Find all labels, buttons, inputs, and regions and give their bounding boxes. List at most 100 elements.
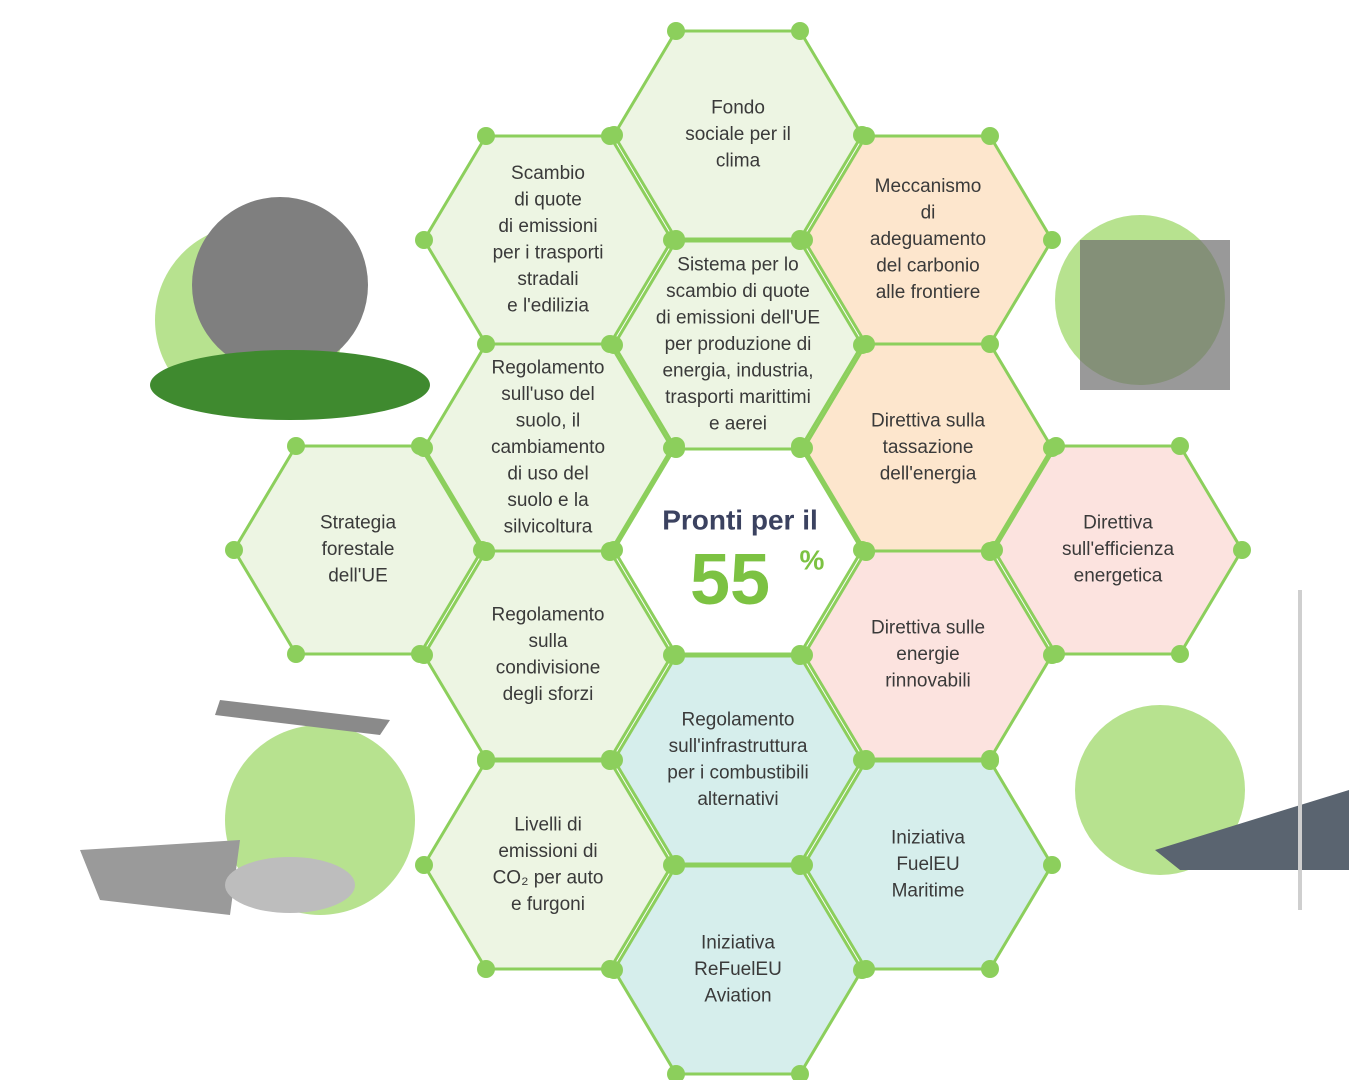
hex-node-dot bbox=[857, 127, 875, 145]
hex-node-dot bbox=[667, 857, 685, 875]
hex-label: energia, industria, bbox=[662, 361, 813, 382]
hex-node-dot bbox=[791, 857, 809, 875]
hex-label: forestale bbox=[322, 539, 395, 560]
hex-node-dot bbox=[477, 335, 495, 353]
hex-node-dot bbox=[791, 232, 809, 250]
hex-node-dot bbox=[1171, 645, 1189, 663]
hex-label: e aerei bbox=[709, 414, 767, 435]
hex-label: cambiamento bbox=[491, 437, 605, 458]
hex-label: Scambio bbox=[511, 163, 585, 184]
center-unit: % bbox=[800, 544, 825, 575]
hex-node-dot bbox=[225, 541, 243, 559]
hex-label: stradali bbox=[517, 269, 578, 290]
hex-label: sull'efficienza bbox=[1062, 539, 1174, 560]
hex-node-dot bbox=[981, 127, 999, 145]
hex-label: e l'edilizia bbox=[507, 295, 589, 316]
hex-label: Maritime bbox=[892, 881, 965, 902]
hex-label: Aviation bbox=[704, 986, 771, 1007]
hex-label: alle frontiere bbox=[876, 282, 981, 303]
hex-node-dot bbox=[857, 752, 875, 770]
hex-node-dot bbox=[415, 856, 433, 874]
hex-label: per i combustibili bbox=[667, 762, 809, 783]
hex-label: Regolamento bbox=[681, 709, 794, 730]
hex-node-dot bbox=[795, 439, 813, 457]
hex-label: silvicoltura bbox=[504, 517, 593, 538]
hex-node-dot bbox=[1233, 541, 1251, 559]
hex-node-dot bbox=[601, 542, 619, 560]
hex-node-dot bbox=[601, 752, 619, 770]
hex-label: alternativi bbox=[697, 789, 778, 810]
center-number: 55 bbox=[690, 540, 770, 620]
hex-label: emissioni di bbox=[498, 841, 597, 862]
hex-label: Fondo bbox=[711, 98, 765, 119]
hex-label: Direttiva sulle bbox=[871, 618, 985, 639]
hex-node-dot bbox=[853, 961, 871, 979]
hex-node-dot bbox=[601, 127, 619, 145]
hex-label: dell'UE bbox=[328, 566, 388, 587]
hex-node-dot bbox=[981, 335, 999, 353]
hex-label: energie bbox=[896, 644, 959, 665]
hex-node-dot bbox=[857, 542, 875, 560]
hex-node-dot bbox=[981, 752, 999, 770]
hex-label: trasporti marittimi bbox=[665, 387, 811, 408]
hex-label: Iniziativa bbox=[701, 933, 775, 954]
hex-node-dot bbox=[791, 22, 809, 40]
hex-node-dot bbox=[667, 22, 685, 40]
hex-label: dell'energia bbox=[880, 464, 977, 485]
hex-label: Iniziativa bbox=[891, 828, 965, 849]
hex-label: Direttiva sulla bbox=[871, 411, 985, 432]
hex-label: di emissioni bbox=[498, 216, 597, 237]
hex-node-dot bbox=[663, 439, 681, 457]
hex-label: rinnovabili bbox=[885, 671, 971, 692]
hex-node-dot bbox=[667, 232, 685, 250]
hex-node-dot bbox=[791, 647, 809, 665]
hex-node-dot bbox=[415, 646, 433, 664]
hex-node-dot bbox=[981, 960, 999, 978]
hex-node-dot bbox=[287, 645, 305, 663]
hex-label: sociale per il bbox=[685, 124, 791, 145]
container-crane bbox=[1080, 240, 1230, 390]
hex-label: Direttiva bbox=[1083, 513, 1153, 534]
hex-label: sull'uso del bbox=[501, 384, 594, 405]
hex-label: Meccanismo bbox=[875, 176, 982, 197]
hex-node-dot bbox=[1043, 856, 1061, 874]
hex-node-dot bbox=[1047, 437, 1065, 455]
hex-label: di quote bbox=[514, 189, 582, 210]
hex-label: ReFuelEU bbox=[694, 959, 782, 980]
hex-label: Regolamento bbox=[491, 604, 604, 625]
globe bbox=[192, 197, 368, 373]
hex-label: suolo e la bbox=[507, 490, 589, 511]
ship bbox=[80, 840, 240, 915]
hex-label: FuelEU bbox=[896, 854, 959, 875]
hex-label: tassazione bbox=[883, 437, 974, 458]
hex-label: sull'infrastruttura bbox=[669, 736, 808, 757]
hex-node-dot bbox=[411, 437, 429, 455]
diagram: Fondosociale per ilclimaScambiodi quoted… bbox=[0, 0, 1349, 1080]
hex-node-dot bbox=[477, 960, 495, 978]
hex-label: CO₂ per auto bbox=[493, 867, 604, 888]
hex-label: Strategia bbox=[320, 513, 396, 534]
hex-label: adeguamento bbox=[870, 229, 986, 250]
hex-label: di bbox=[921, 203, 936, 224]
hex-node-dot bbox=[667, 647, 685, 665]
hex-label: per produzione di bbox=[665, 334, 812, 355]
hex-label: per i trasporti bbox=[493, 242, 604, 263]
car bbox=[225, 857, 355, 913]
hex-label: Sistema per lo bbox=[677, 255, 798, 276]
hex-label: Livelli di bbox=[514, 814, 582, 835]
hex-label: scambio di quote bbox=[666, 281, 810, 302]
hex-label: condivisione bbox=[496, 657, 601, 678]
hex-label: sulla bbox=[528, 631, 568, 652]
hex-node-dot bbox=[853, 336, 871, 354]
hex-node-dot bbox=[477, 542, 495, 560]
hex-node-dot bbox=[981, 542, 999, 560]
hex-node-dot bbox=[415, 231, 433, 249]
trees bbox=[150, 350, 430, 420]
hex-node-dot bbox=[477, 752, 495, 770]
hex-label: energetica bbox=[1074, 566, 1163, 587]
hex-label: di emissioni dell'UE bbox=[656, 308, 820, 329]
hex-node-dot bbox=[605, 336, 623, 354]
hex-label: di uso del bbox=[507, 464, 588, 485]
hex-label: suolo, il bbox=[516, 411, 580, 432]
hex-node-dot bbox=[1171, 437, 1189, 455]
